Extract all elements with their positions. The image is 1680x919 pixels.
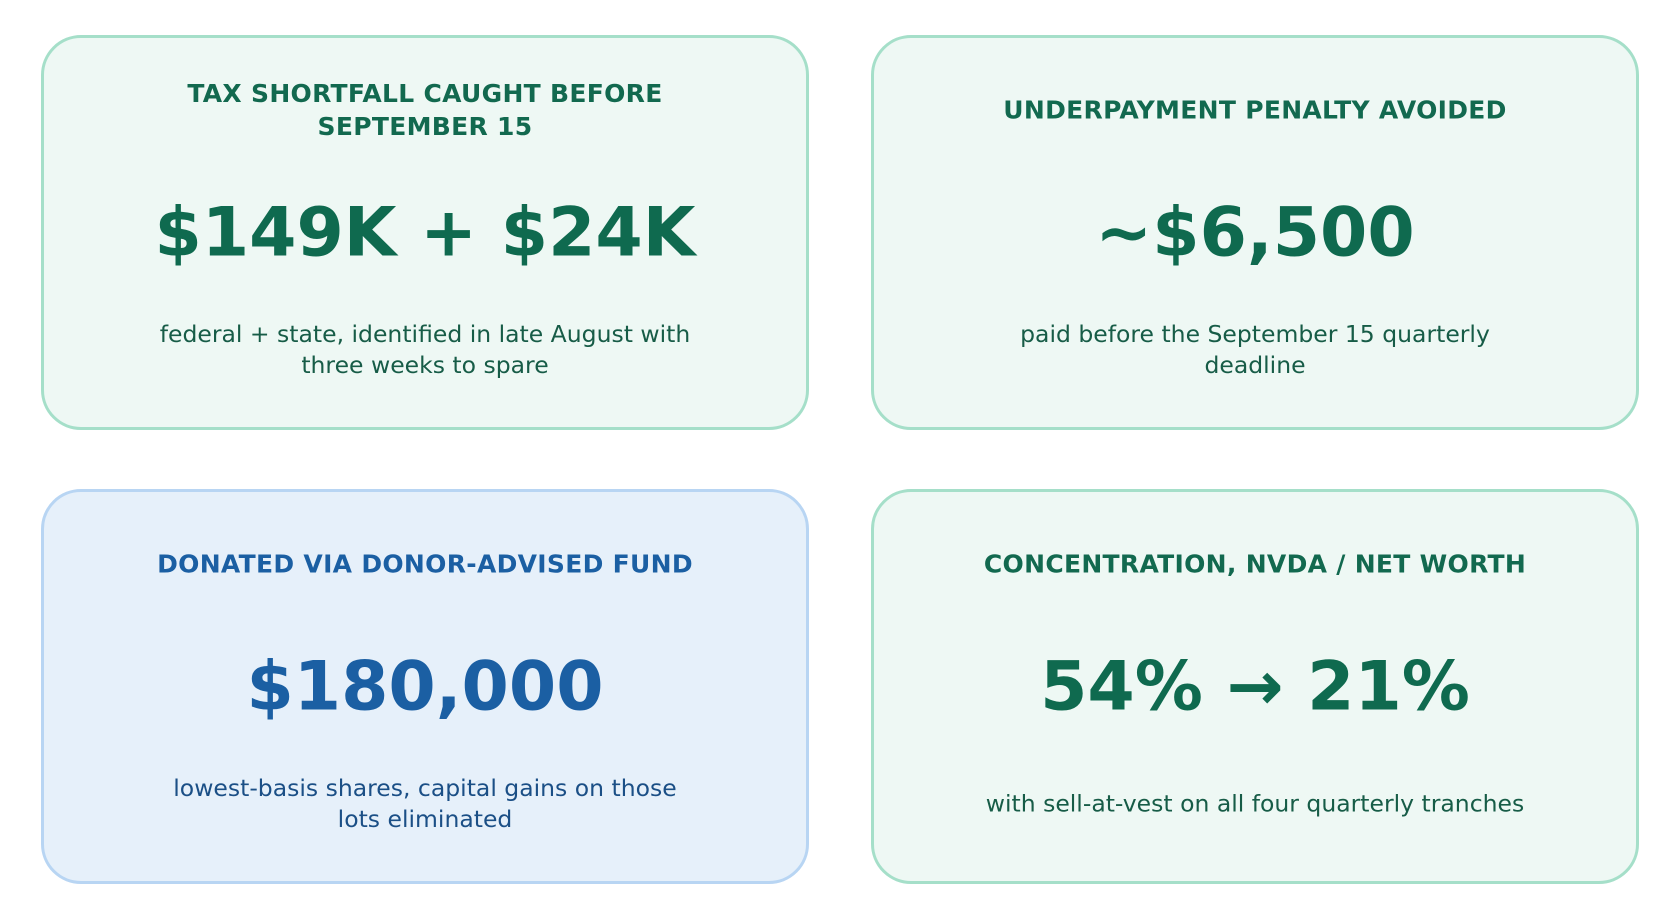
card-value: 54% → 21% xyxy=(1040,647,1470,727)
card-title: CONCENTRATION, NVDA / NET WORTH xyxy=(983,549,1527,579)
card-title: DONATED VIA DONOR-ADVISED FUND xyxy=(157,549,693,579)
metric-card: CONCENTRATION, NVDA / NET WORTH 54% → 21… xyxy=(871,489,1639,884)
card-title: UNDERPAYMENT PENALTY AVOIDED xyxy=(1003,95,1507,125)
metric-card: TAX SHORTFALL CAUGHT BEFORE SEPTEMBER 15… xyxy=(41,35,809,430)
card-description: paid before the September 15 quarterly d… xyxy=(1020,320,1490,379)
metric-card: DONATED VIA DONOR-ADVISED FUND $180,000 … xyxy=(41,489,809,884)
card-description: federal + state, identified in late Augu… xyxy=(159,320,691,379)
card-value: $149K + $24K xyxy=(154,193,696,273)
card-value: ~$6,500 xyxy=(1095,193,1415,273)
card-description: lowest-basis shares, capital gains on th… xyxy=(173,774,677,833)
metric-card: UNDERPAYMENT PENALTY AVOIDED ~$6,500 pai… xyxy=(871,35,1639,430)
card-value: $180,000 xyxy=(246,647,604,727)
card-description: with sell-at-vest on all four quarterly … xyxy=(985,789,1525,818)
card-title: TAX SHORTFALL CAUGHT BEFORE SEPTEMBER 15 xyxy=(187,79,663,141)
